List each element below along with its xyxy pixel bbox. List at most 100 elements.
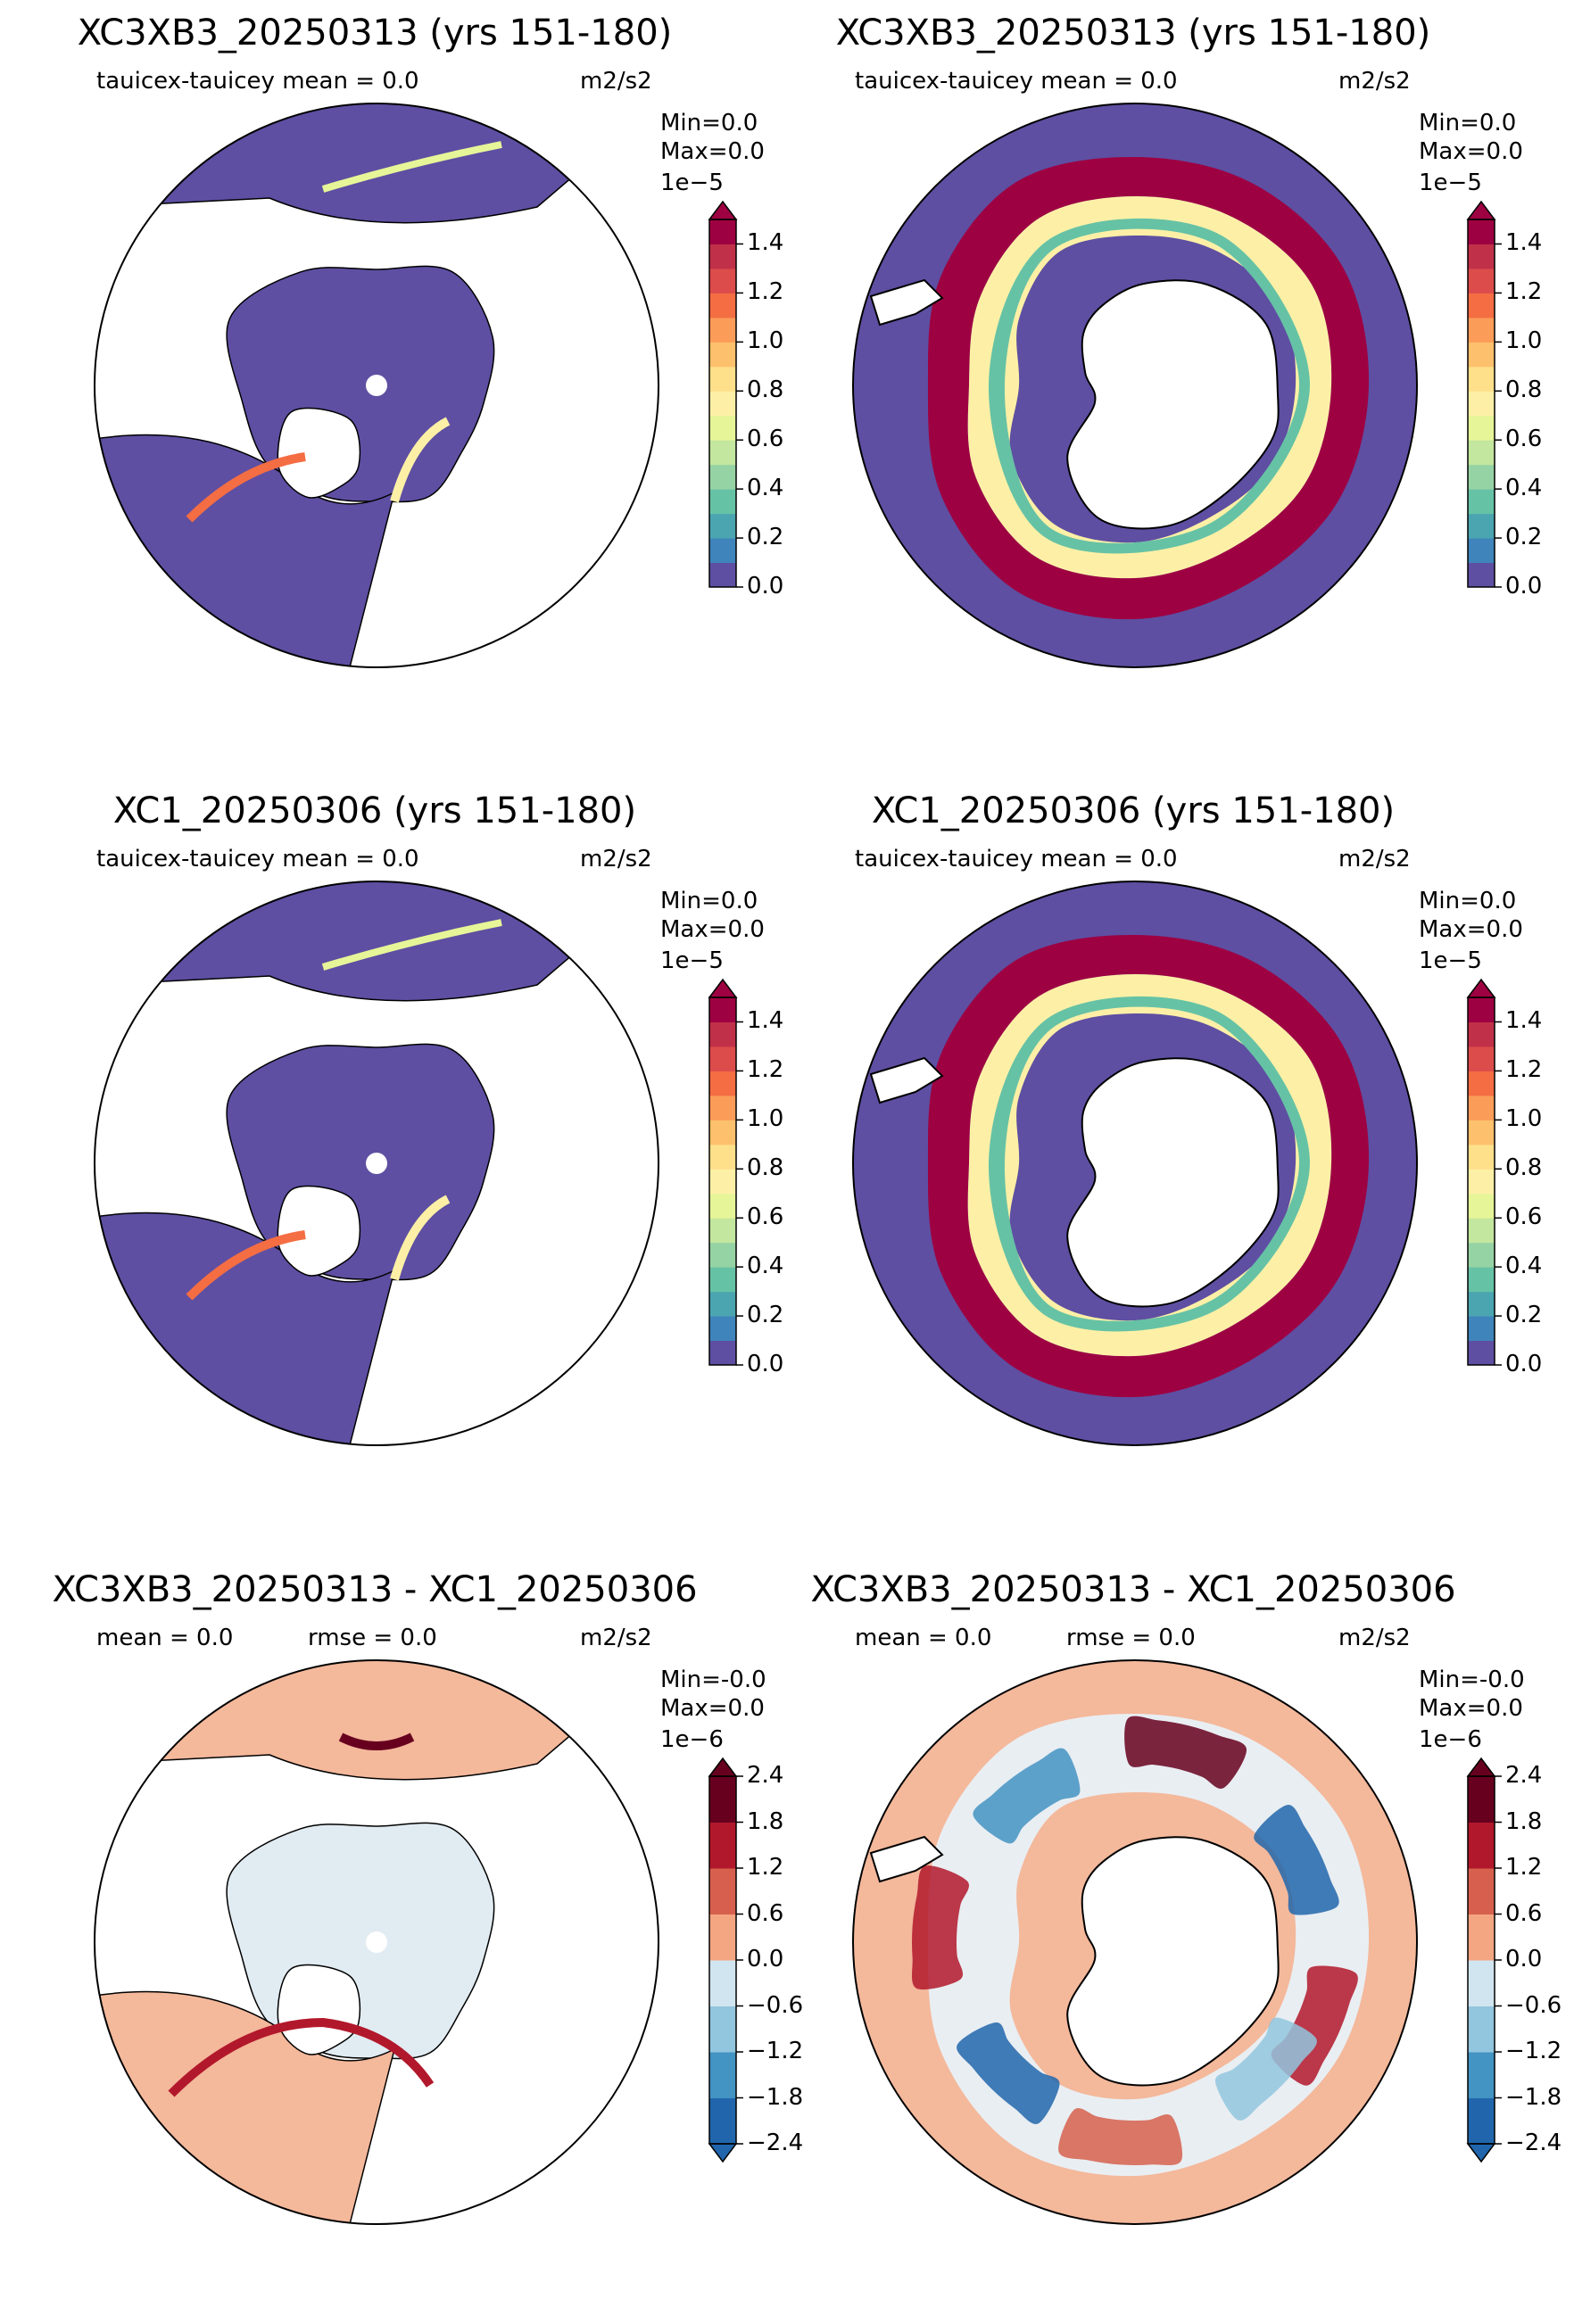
panel-5: XC3XB3_20250313 - XC1_20250306 mean = 0.0…	[0, 1557, 803, 2324]
panel-graphic	[852, 881, 1502, 1446]
panel-6: XC3XB3_20250313 - XC1_20250306 mean = 0.0…	[758, 1557, 1562, 2324]
panel-title: XC1_20250306 (yrs 151-180)	[871, 790, 1396, 831]
colorbar-tick-label: 0.6	[1505, 426, 1543, 453]
colorbar-tick-label: 1.2	[1505, 1854, 1543, 1881]
colorbar-tick-label: 1.0	[1505, 1105, 1543, 1133]
mid-stress-band	[390, 1195, 451, 1281]
colorbar-tick-label: 0.6	[747, 426, 784, 453]
colorbar-segment	[1468, 1267, 1495, 1293]
middle-label: rmse = 0.0	[308, 1625, 437, 1651]
colorbar-segment	[1468, 513, 1495, 539]
colorbar-segment	[1468, 2097, 1495, 2145]
colorbar-tick-label: −2.4	[747, 2130, 804, 2156]
colorbar-extend-max	[708, 1757, 738, 1777]
colorbar-frame	[1467, 997, 1495, 1366]
colorbar-extend-max	[708, 200, 738, 220]
antarctica-landmass	[1066, 1836, 1280, 2087]
colorbar	[708, 978, 743, 1366]
anomaly-edge-bering	[338, 1733, 415, 1750]
colorbar-segment	[709, 317, 736, 343]
panel-graphic	[94, 103, 743, 668]
colorbar-segment	[709, 1193, 736, 1219]
left-label: mean = 0.0	[855, 1625, 992, 1651]
colorbar-tick-label: −2.4	[1505, 2130, 1562, 2156]
colorbar-segment	[709, 1267, 736, 1293]
colorbar-segment	[1468, 2052, 1495, 2098]
units-label: m2/s2	[1338, 68, 1411, 95]
colorbar-segment	[709, 1960, 736, 2006]
max-label: Max=0.0	[660, 1695, 765, 1722]
map-field	[95, 103, 659, 667]
colorbar-segment	[709, 1776, 736, 1823]
colorbar-segment	[1468, 1095, 1495, 1121]
panel-graphic	[94, 881, 743, 1446]
map-border	[94, 1659, 659, 2225]
left-label: tauicex-tauicey mean = 0.0	[855, 68, 1178, 95]
colorbar-segment	[709, 464, 736, 490]
anomaly-patch	[1214, 2017, 1317, 2121]
colorbar-segment	[1468, 1960, 1495, 2006]
colorbar-tick-label: 0.0	[747, 1946, 784, 1973]
units-label: m2/s2	[1338, 1625, 1411, 1651]
colorbar-segment	[1468, 268, 1495, 294]
colorbar-segment	[1468, 1316, 1495, 1342]
left-label: tauicex-tauicey mean = 0.0	[96, 68, 419, 95]
panel-4: XC1_20250306 (yrs 151-180) tauicex-tauice…	[758, 778, 1542, 1545]
colorbar-segment	[709, 268, 736, 294]
colorbar-tick-label: −1.8	[747, 2083, 804, 2111]
colorbar	[1466, 200, 1502, 588]
max-label: Max=0.0	[660, 916, 765, 943]
colorbar-tick-label: 0.2	[1505, 1302, 1543, 1329]
colorbar-tick-label: 1.4	[747, 229, 784, 257]
colorbar-tick-label: 0.0	[747, 573, 784, 600]
colorbar-segment	[1468, 1169, 1495, 1195]
colorbar-tick-label: 1.0	[747, 327, 784, 355]
max-label: Max=0.0	[1419, 138, 1523, 165]
colorbar-tick-label: 1.2	[747, 1854, 784, 1881]
panel-graphic	[852, 103, 1502, 668]
colorbar-tick-label: 0.4	[747, 475, 784, 502]
scale-exponent: 1e−6	[660, 1726, 724, 1753]
colorbar-segment	[709, 1316, 736, 1342]
min-label: Min=0.0	[660, 888, 758, 914]
colorbar-segment	[709, 1169, 736, 1195]
colorbar-segment	[709, 2097, 736, 2145]
colorbar-segment	[709, 1120, 736, 1145]
colorbar-segment	[709, 1914, 736, 1961]
colorbar-segment	[1468, 1046, 1495, 1071]
anomaly-patch	[957, 2022, 1060, 2124]
anomaly-patch	[973, 1748, 1081, 1844]
colorbar-segment	[709, 513, 736, 539]
colorbar-segment	[709, 1242, 736, 1268]
colorbar-frame	[708, 997, 737, 1366]
colorbar-segment	[1468, 366, 1495, 392]
colorbar-segment	[1468, 293, 1495, 318]
colorbar-tick-label: 1.2	[747, 1056, 784, 1084]
colorbar-tick-label: 0.6	[747, 1899, 784, 1927]
antarctica-landmass	[1066, 1057, 1280, 1308]
colorbar-segment	[1468, 2006, 1495, 2053]
panel-title: XC3XB3_20250313 (yrs 151-180)	[77, 12, 673, 54]
anomaly-patch	[911, 1865, 969, 1990]
colorbar-segment	[1468, 997, 1495, 1022]
colorbar-segment	[1468, 1193, 1495, 1219]
panel-1: XC3XB3_20250313 (yrs 151-180) tauicex-tau…	[0, 0, 783, 767]
south-america-tip	[869, 1835, 944, 1883]
colorbar-tick-label: −1.8	[1505, 2083, 1562, 2111]
high-stress-band	[186, 1230, 306, 1301]
colorbar-segment	[709, 489, 736, 515]
colorbar-tick-label: 0.6	[1505, 1203, 1543, 1231]
colorbar-segment	[709, 2052, 736, 2098]
colorbar-segment	[1468, 1021, 1495, 1047]
colorbar-segment	[1468, 219, 1495, 244]
colorbar-tick-label: 0.0	[1505, 1946, 1543, 1973]
min-label: Min=0.0	[1419, 110, 1517, 136]
colorbar-extend-max	[1466, 978, 1496, 998]
colorbar-segment	[1468, 342, 1495, 368]
colorbar-tick-label: 0.8	[747, 376, 784, 404]
scale-exponent: 1e−6	[1419, 1726, 1482, 1753]
min-label: Min=0.0	[660, 110, 758, 136]
colorbar-segment	[709, 1340, 736, 1366]
panel-2: XC3XB3_20250313 (yrs 151-180) tauicex-tau…	[758, 0, 1542, 767]
min-label: Min=-0.0	[1419, 1666, 1525, 1693]
